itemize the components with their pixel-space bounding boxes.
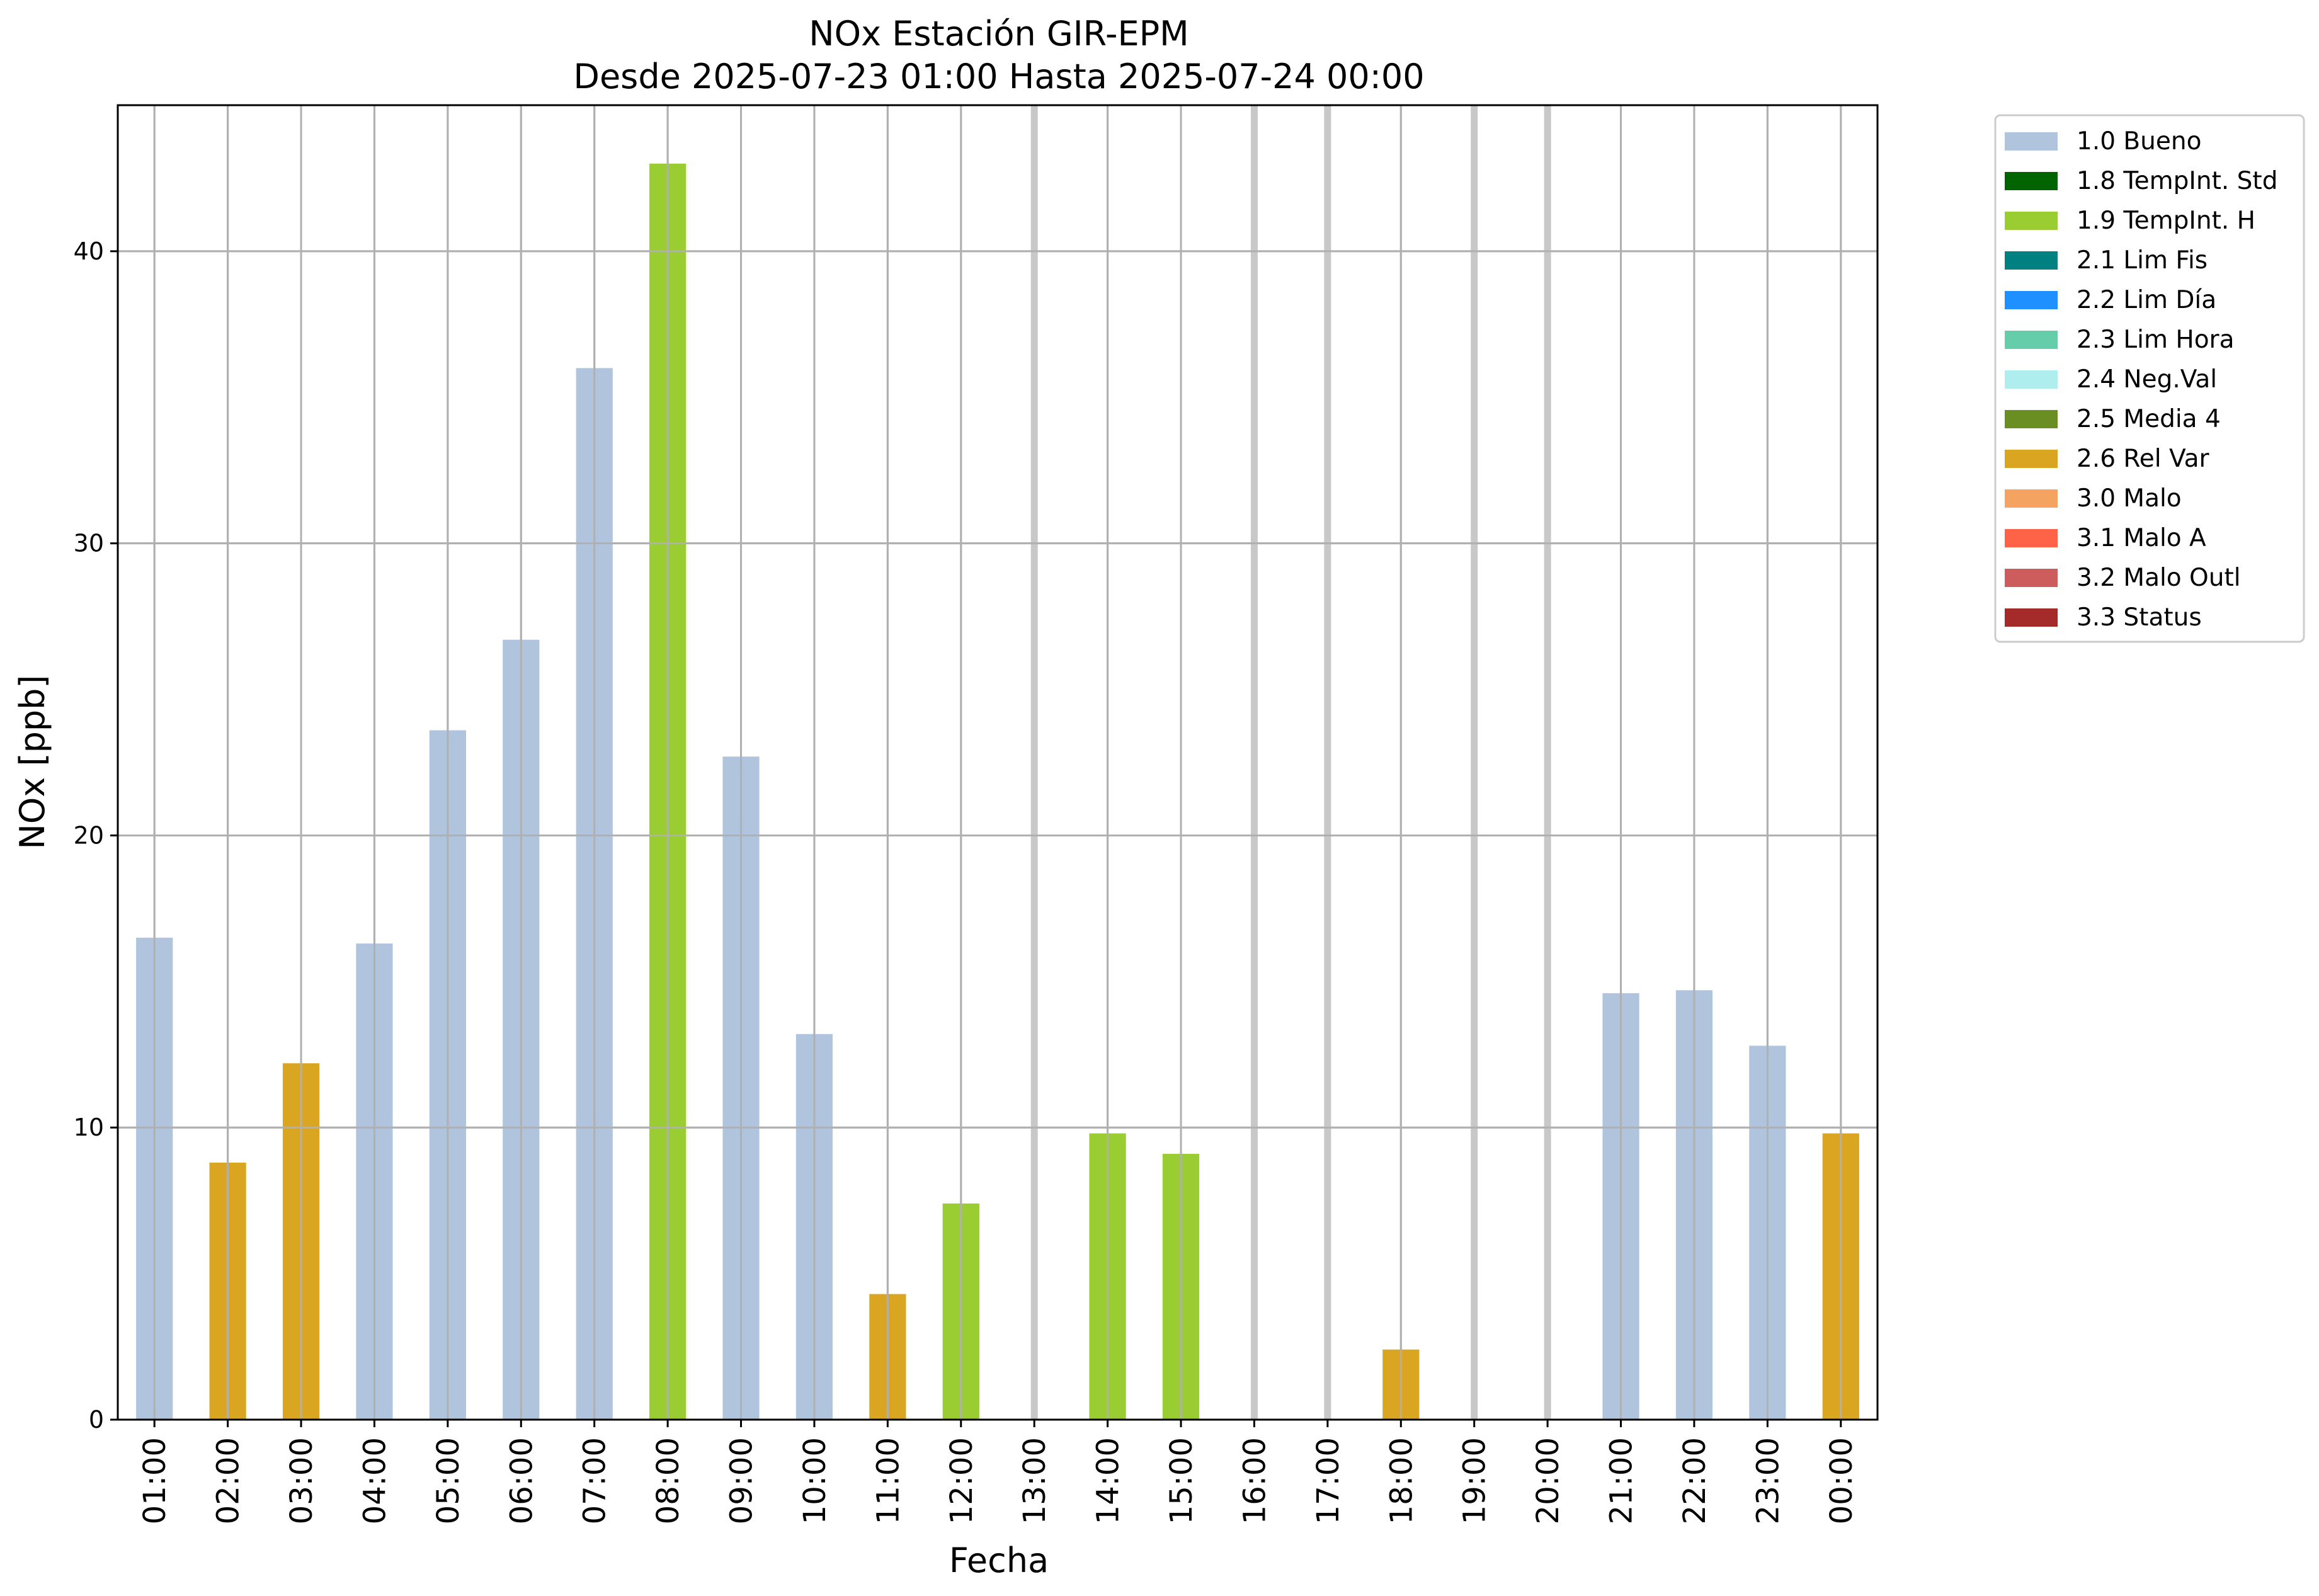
- x-tick-label: 07:00: [578, 1437, 613, 1524]
- x-tick-label: 00:00: [1824, 1437, 1859, 1524]
- x-tick-label: 10:00: [797, 1437, 833, 1524]
- legend-swatch: [2005, 331, 2058, 349]
- legend-swatch: [2005, 370, 2058, 389]
- x-tick-label: 05:00: [431, 1437, 466, 1524]
- legend-swatch: [2005, 608, 2058, 627]
- legend-label: 1.9 TempInt. H: [2077, 207, 2255, 235]
- legend-label: 3.0 Malo: [2077, 484, 2182, 513]
- legend: 1.0 Bueno 1.8 TempInt. Std 1.9 TempInt. H 2…: [1994, 114, 2305, 643]
- x-tick-label: 09:00: [724, 1437, 760, 1524]
- x-tick-label: 17:00: [1311, 1437, 1346, 1524]
- x-tick-label: 20:00: [1530, 1437, 1566, 1524]
- x-tick-label: 06:00: [504, 1437, 539, 1524]
- x-tick-label: 21:00: [1604, 1437, 1639, 1524]
- legend-swatch: [2005, 172, 2058, 190]
- legend-label: 2.2 Lim Día: [2077, 286, 2216, 314]
- y-tick-label: 30: [74, 530, 104, 557]
- x-tick-label: 14:00: [1091, 1437, 1126, 1524]
- x-tick-label: 01:00: [137, 1437, 173, 1524]
- chart-subtitle: Desde 2025-07-23 01:00 Hasta 2025-07-24 …: [573, 57, 1424, 96]
- x-tick-label: 15:00: [1164, 1437, 1199, 1524]
- y-tick-label: 0: [89, 1406, 104, 1434]
- legend-swatch: [2005, 291, 2058, 309]
- x-tick-label: 16:00: [1237, 1437, 1272, 1524]
- plot-frame: [117, 104, 1879, 1421]
- legend-swatch: [2005, 489, 2058, 508]
- legend-swatch: [2005, 529, 2058, 547]
- legend-label: 1.8 TempInt. Std: [2077, 167, 2277, 195]
- bars: [118, 105, 1877, 1421]
- legend-label: 2.4 Neg.Val: [2077, 365, 2217, 394]
- x-tick-label: 18:00: [1384, 1437, 1419, 1524]
- x-tick-label: 12:00: [944, 1437, 979, 1524]
- legend-label: 3.3 Status: [2077, 603, 2202, 632]
- legend-label: 3.1 Malo A: [2077, 524, 2206, 552]
- x-tick-label: 08:00: [651, 1437, 686, 1524]
- x-ticks: 01:00 02:00 03:00 04:00 05:00 06:00 07:00 08:00…: [137, 1420, 1859, 1524]
- x-tick-label: 19:00: [1457, 1437, 1493, 1524]
- y-axis-label: NOx [ppb]: [13, 675, 52, 850]
- legend-swatch: [2005, 212, 2058, 230]
- legend-frame: [1994, 114, 2305, 643]
- legend-label: 2.5 Media 4: [2077, 405, 2221, 433]
- legend-label: 3.2 Malo Outl: [2077, 564, 2241, 592]
- x-tick-label: 23:00: [1750, 1437, 1786, 1524]
- y-tick-label: 40: [74, 237, 104, 265]
- x-tick-label: 11:00: [870, 1437, 906, 1524]
- y-tick-label: 20: [74, 821, 104, 849]
- legend-label: 2.1 Lim Fis: [2077, 246, 2208, 275]
- y-ticks: 0 10 20 30 40: [74, 237, 118, 1434]
- x-axis-label: Fecha: [949, 1541, 1049, 1580]
- legend-swatch: [2005, 450, 2058, 468]
- y-tick-label: 10: [74, 1114, 104, 1141]
- chart-title: NOx Estación GIR-EPM: [809, 14, 1189, 54]
- x-tick-label: 03:00: [284, 1437, 319, 1524]
- legend-label: 1.0 Bueno: [2077, 127, 2201, 156]
- x-tick-label: 13:00: [1017, 1437, 1052, 1524]
- legend-swatch: [2005, 132, 2058, 151]
- legend-label: 2.3 Lim Hora: [2077, 326, 2235, 354]
- legend-swatch: [2005, 569, 2058, 587]
- x-tick-label: 04:00: [357, 1437, 392, 1524]
- legend-swatch: [2005, 410, 2058, 428]
- x-tick-label: 22:00: [1677, 1437, 1712, 1524]
- legend-swatch: [2005, 251, 2058, 270]
- legend-label: 2.6 Rel Var: [2077, 445, 2210, 473]
- x-tick-label: 02:00: [211, 1437, 246, 1524]
